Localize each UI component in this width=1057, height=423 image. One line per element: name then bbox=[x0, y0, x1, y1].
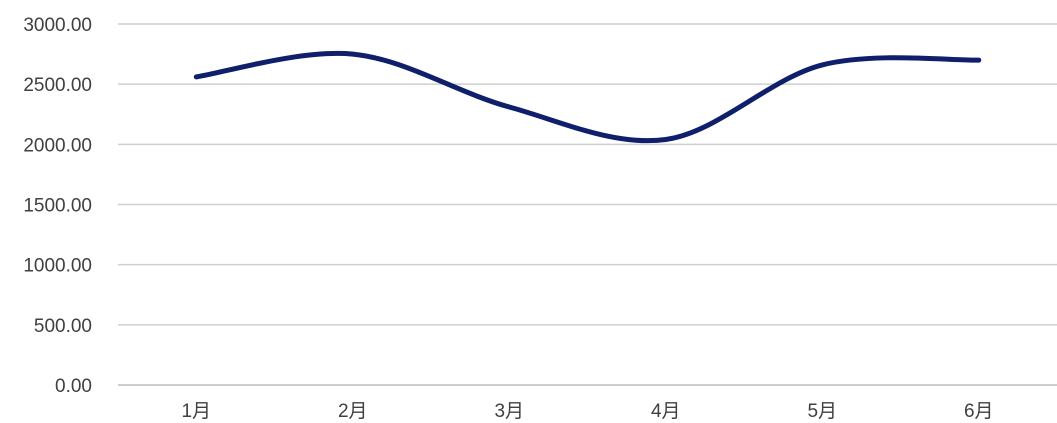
y-tick-label: 2000.00 bbox=[23, 135, 92, 156]
series-layer bbox=[193, 50, 982, 144]
y-tick-label: 1000.00 bbox=[23, 256, 92, 277]
series-line-0 bbox=[193, 50, 982, 144]
y-tick-label: 2500.00 bbox=[23, 75, 92, 96]
x-tick-label: 6月 bbox=[964, 401, 994, 422]
y-axis-tick-labels: 0.00 500.00 1000.00 1500.00 2000.00 2500.00 30… bbox=[23, 15, 92, 397]
x-tick-label: 3月 bbox=[494, 401, 524, 422]
x-axis-tick-labels: 1月 2月 3月 4月 5月 6月 bbox=[181, 401, 993, 422]
x-tick-label: 1月 bbox=[181, 401, 211, 422]
y-tick-label: 500.00 bbox=[34, 316, 92, 337]
x-tick-label: 5月 bbox=[807, 401, 837, 422]
x-tick-label: 4月 bbox=[651, 401, 681, 422]
y-tick-label: 0.00 bbox=[55, 376, 92, 397]
gridlines bbox=[118, 23, 1057, 386]
y-tick-label: 3000.00 bbox=[23, 15, 92, 36]
y-tick-label: 1500.00 bbox=[23, 196, 92, 217]
x-tick-label: 2月 bbox=[338, 401, 368, 422]
